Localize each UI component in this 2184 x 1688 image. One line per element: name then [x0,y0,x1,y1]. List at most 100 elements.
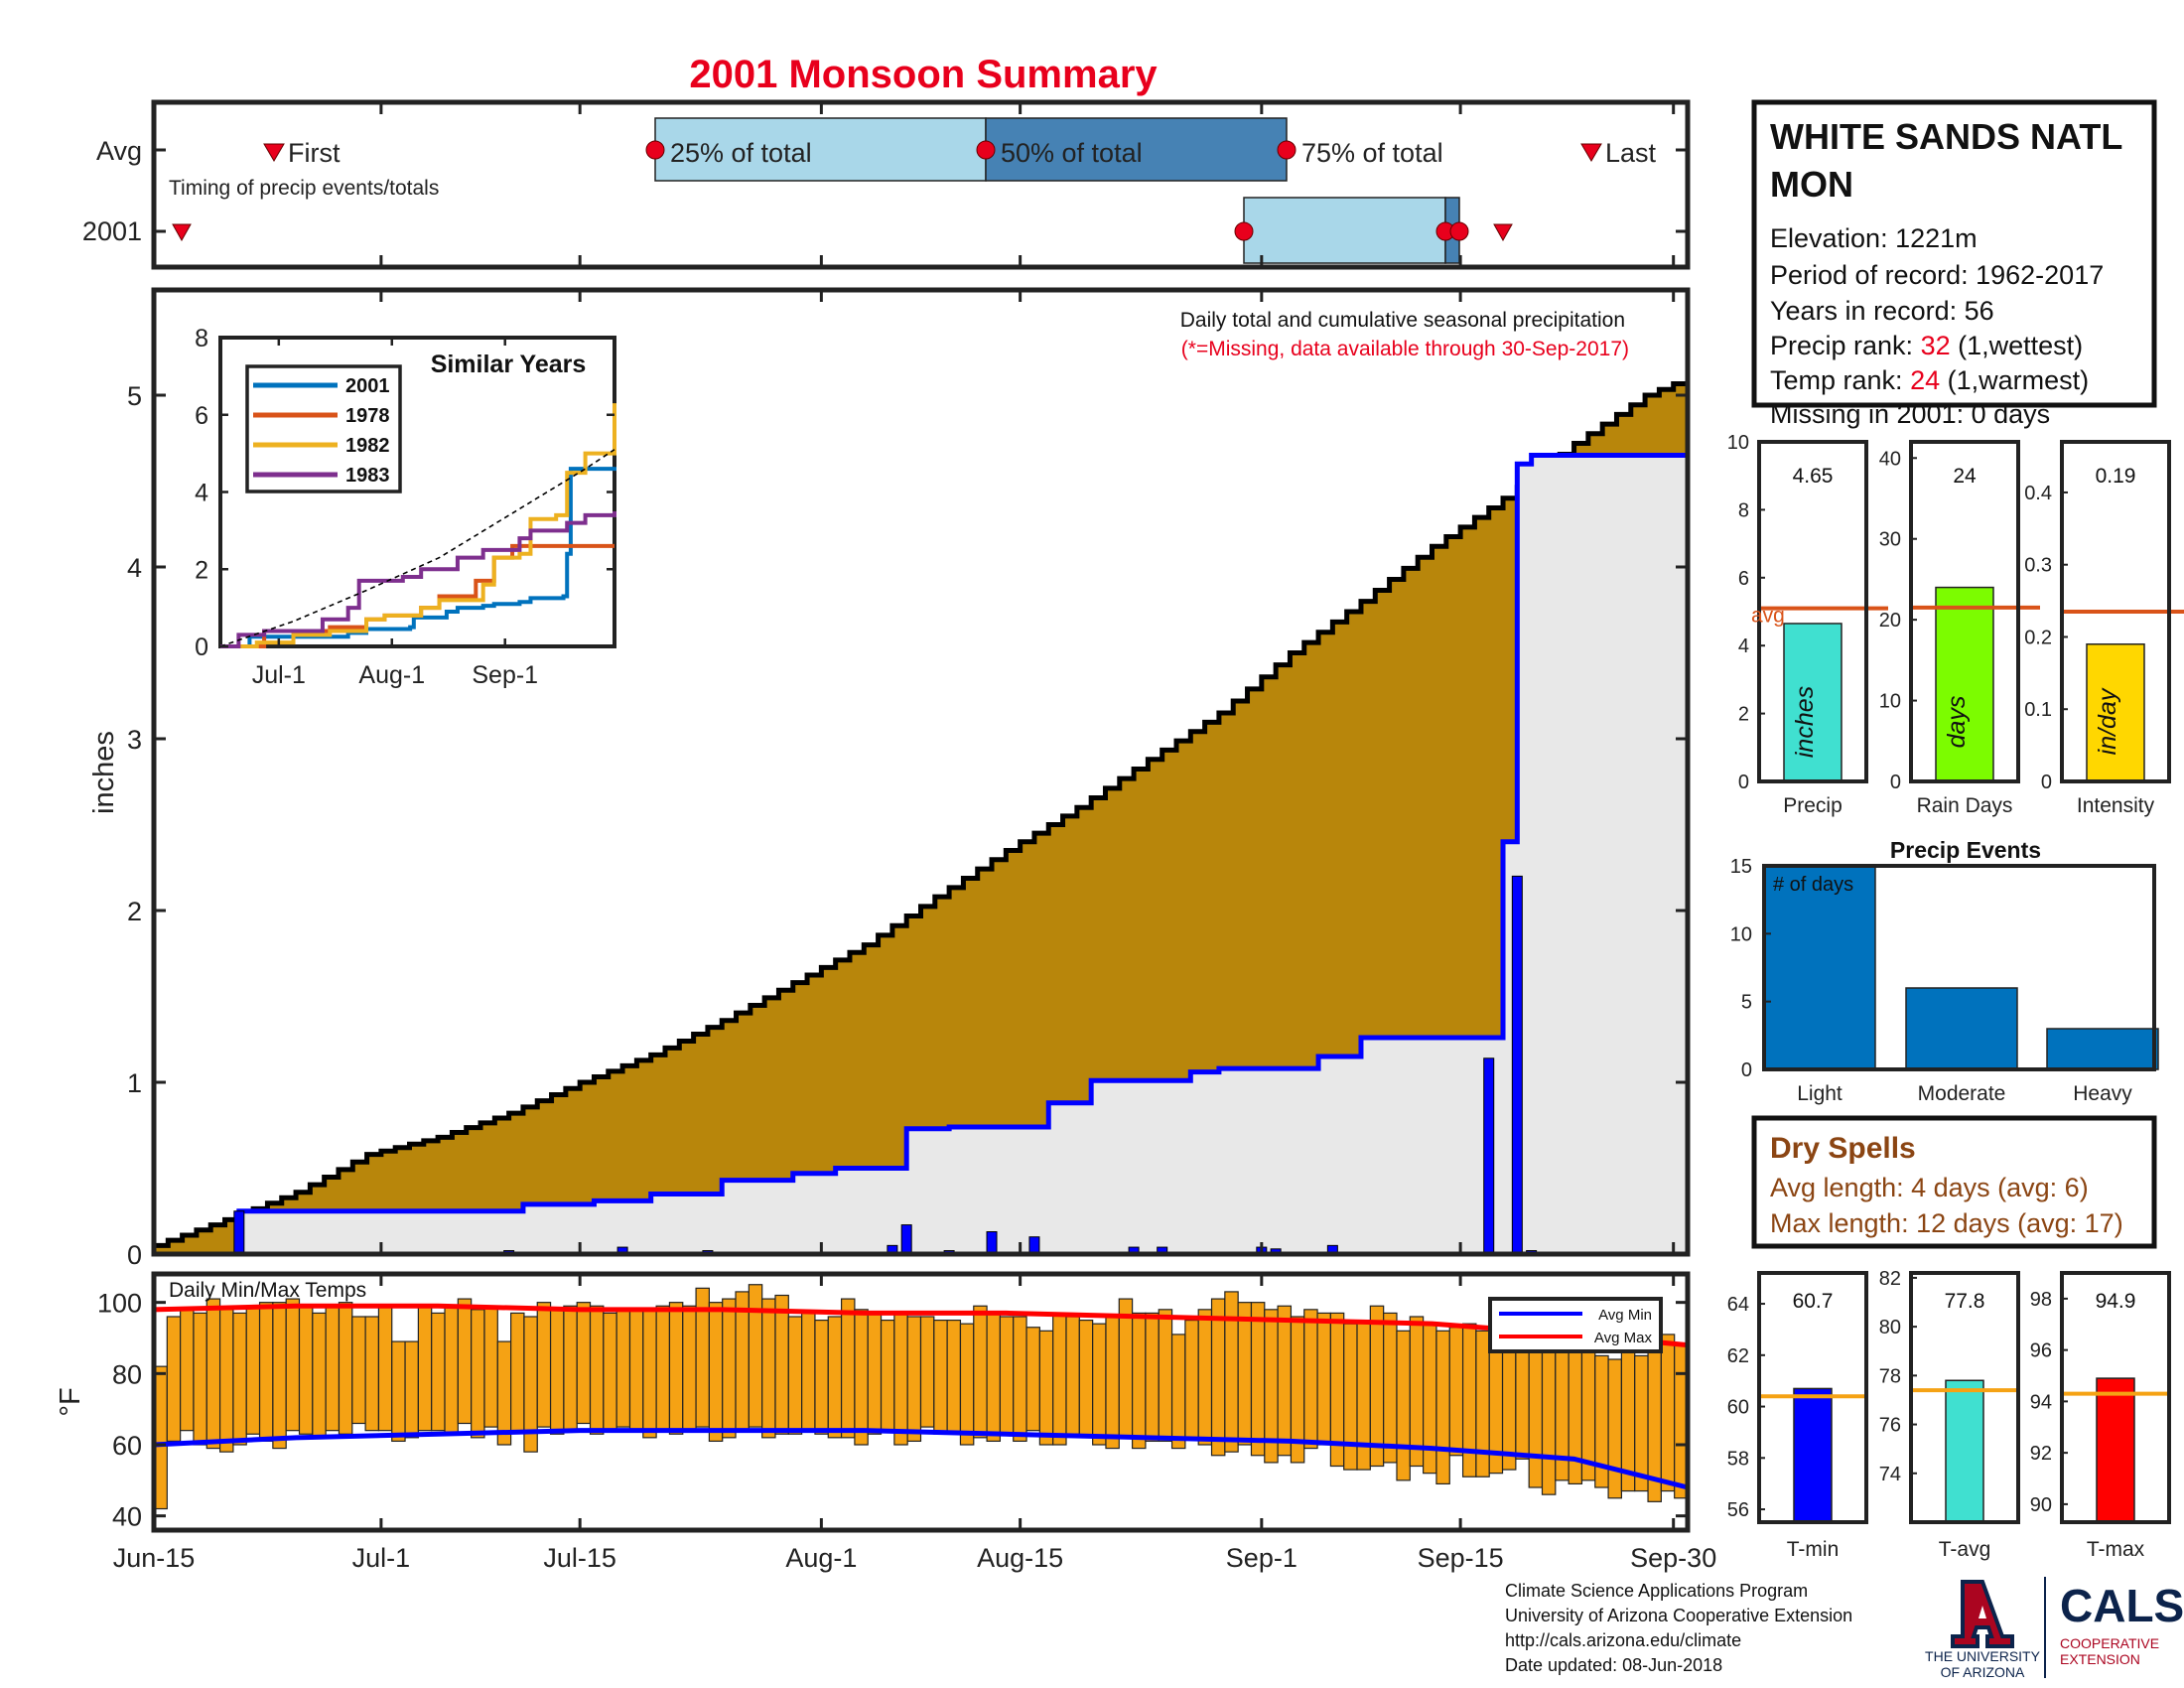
temp-summary-y-tick-label: 96 [2030,1340,2052,1362]
temp-summary-bar [2096,1377,2135,1523]
daily-temp-bar [1158,1309,1173,1443]
event-category-label: Light [1797,1082,1843,1105]
footer: Climate Science Applications Program Uni… [1505,1577,2184,1680]
temp-summary-y-tick-label: 80 [1879,1317,1901,1338]
temp-summary-y-tick-label: 82 [1879,1268,1901,1290]
avg-25-label: 25% of total [670,138,812,168]
temp-bars [153,1284,1689,1510]
footer-line1: Climate Science Applications Program [1505,1581,1808,1601]
temp-y-tick-label: 80 [112,1359,142,1389]
daily-temp-bar [1448,1327,1464,1457]
event-category-label: Heavy [2073,1082,2132,1105]
daily-temp-bar [1170,1334,1186,1450]
daily-temp-bar [906,1316,922,1443]
daily-precip-bar [233,1210,245,1255]
precip-panel-title: Daily total and cumulative seasonal prec… [1180,309,1625,332]
temp-summary-y-tick-label: 92 [2030,1443,2052,1465]
daily-temp-bar [933,1319,948,1435]
summary-category-label: Intensity [2077,794,2155,817]
temp-summary-y-tick-label: 94 [2030,1391,2052,1413]
station-elevation: Elevation: 1221m [1770,223,1978,253]
temp-y-ticks: 40 60 80 100 [97,1289,1688,1532]
temp-summary-y-tick-label: 64 [1727,1294,1749,1316]
summary-y-tick-label: 30 [1879,529,1901,551]
daily-temp-bar [457,1298,473,1425]
daily-temp-bar [1277,1305,1293,1457]
temp-summary-value: 94.9 [2096,1290,2136,1313]
dry-spells-max: Max length: 12 days (avg: 17) [1770,1208,2123,1238]
x-tick-label: Aug-1 [785,1543,857,1573]
daily-temp-bar [1118,1298,1134,1439]
daily-temp-bar [298,1305,314,1435]
summary-y-tick-label: 8 [1738,499,1749,521]
summary-unit-label: in/day [2094,687,2121,755]
avg-75-marker [1277,140,1297,160]
daily-temp-bar [814,1319,829,1435]
station-info-box: WHITE SANDS NATL MON Elevation: 1221m Pe… [1751,99,2157,429]
temps-frame [151,1271,1691,1533]
daily-temp-bar [655,1305,671,1432]
timing-ticks [152,102,1688,267]
temp-summary-panel-t-max: 94.9 T-max 90 92 94 96 98 [2030,1271,2171,1561]
precip-rank-value: 32 [1921,331,1951,360]
events-title: Precip Events [1890,837,2041,863]
daily-temp-bar [496,1340,512,1446]
temp-summary-label: T-min [1787,1538,1840,1561]
daily-temp-bar [404,1340,419,1439]
date-axis-labels: Jun-15 Jul-1 Jul-15 Aug-1 Aug-15 Sep-1 Sep-15 S… [113,290,1716,1573]
summary-avg-label: avg [1751,605,1785,628]
daily-temp-bar [258,1302,274,1443]
precip-rank-suffix: (1,wettest) [1951,331,2084,360]
events-frame [1762,864,2156,1071]
footer-line4: Date updated: 08-Jun-2018 [1505,1655,1722,1675]
daily-temp-bar [628,1309,644,1432]
daily-temp-bar [1607,1358,1623,1499]
inset-y-tick-label: 0 [195,633,208,661]
footer-line2: University of Arizona Cooperative Extens… [1505,1606,1852,1625]
daily-temp-bar [563,1305,578,1432]
legend-avg-min-label: Avg Min [1598,1307,1652,1324]
inset-series-line [220,467,616,648]
summary-y-tick-label: 0.3 [2024,555,2052,577]
temp-summary-label: T-avg [1939,1538,1991,1561]
daily-temp-bar [1409,1316,1425,1468]
daily-temp-bar [1303,1309,1318,1450]
summary-y-tick-label: 20 [1879,610,1901,632]
daily-temp-bar [854,1309,869,1446]
temp-summary-label: T-max [2087,1538,2145,1561]
summary-y-tick-label: 10 [1727,432,1749,454]
avg-75-label: 75% of total [1301,138,1443,168]
y-tick-label: 1 [127,1068,142,1098]
daily-temp-bar [1316,1312,1331,1446]
inset-x-tick-label: Jul-1 [252,661,306,689]
avg-first-label: First [288,138,341,168]
summary-unit-label: inches [1791,686,1819,758]
inset-legend-items: 2001 1978 1982 1983 [253,375,390,487]
daily-temp-bar [761,1298,776,1439]
cals-coop-1: COOPERATIVE [2060,1635,2159,1651]
inset-legend-label: 1982 [345,435,390,457]
inset-legend-label: 2001 [345,375,390,397]
daily-temp-bar [1250,1302,1266,1457]
dry-spells-avg: Avg length: 4 days (avg: 6) [1770,1173,2089,1202]
event-bar [1905,987,2018,1070]
summary-panel-intensity: 0.19 in/day Intensity 0 0.1 0.2 0.3 0.4 [2024,440,2184,817]
summary-value-label: 0.19 [2096,465,2136,488]
daily-temp-bar [364,1316,380,1432]
daily-temp-bar [377,1305,393,1432]
summary-y-tick-label: 4 [1738,635,1749,657]
inset-lines [219,403,616,648]
timing-panel: Avg 2001 Timing of precip events/totals … [82,99,1691,270]
daily-temp-bar [1224,1291,1239,1453]
daily-temp-bar [880,1319,895,1432]
daily-temp-bar [245,1305,261,1435]
station-temp-rank: Temp rank: 24 (1,warmest) [1770,365,2089,395]
inset-x-tick-label: Aug-1 [358,661,425,689]
station-years: Years in record: 56 [1770,296,1994,326]
row-label-avg: Avg [96,136,142,166]
event-bar [2046,1028,2159,1070]
summary-frame [2060,440,2171,783]
daily-temp-bar [774,1294,789,1435]
summary-y-tick-label: 0 [1738,772,1749,793]
university-logo: THE UNIVERSITY OF ARIZONA [1925,1580,2041,1680]
